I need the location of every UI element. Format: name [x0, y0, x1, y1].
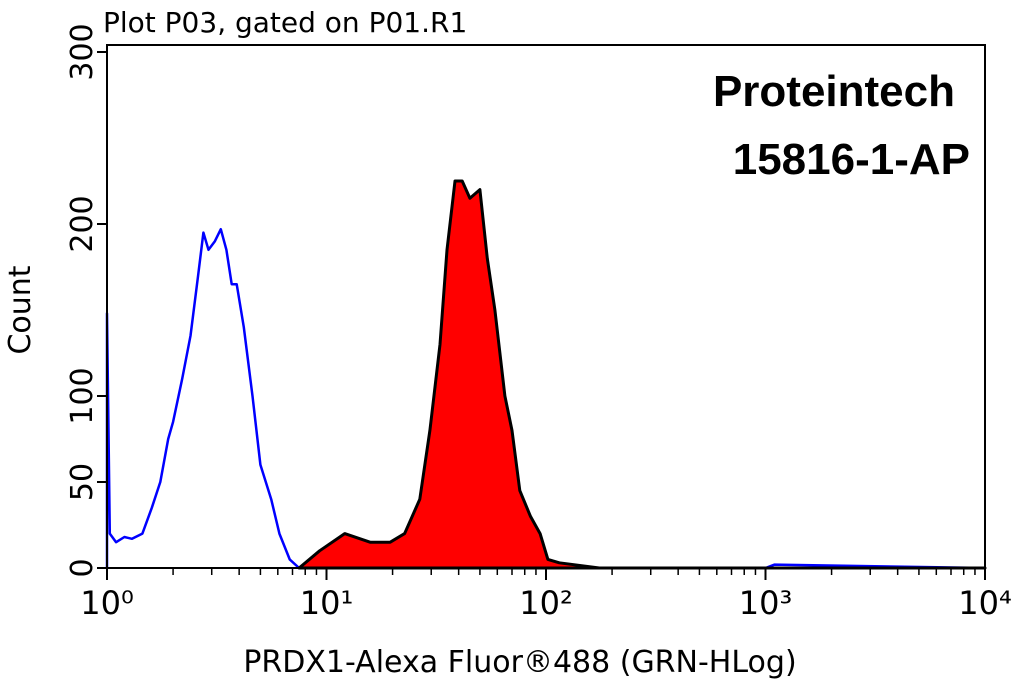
y-tick-label: 300	[65, 23, 100, 80]
x-tick-label: 10⁰	[80, 584, 134, 622]
y-tick-label: 0	[65, 558, 100, 577]
y-tick-label: 100	[65, 367, 100, 424]
plot-frame	[106, 44, 986, 569]
histogram-area	[297, 179, 987, 570]
y-axis-label: Count	[3, 265, 38, 354]
annotation: Proteintech	[713, 67, 955, 116]
x-tick-label: 10⁴	[958, 584, 1012, 622]
y-tick-label: 200	[65, 195, 100, 252]
x-axis-label: PRDX1-Alexa Fluor®488 (GRN-HLog)	[243, 645, 796, 680]
histogram-line	[105, 227, 986, 570]
x-tick-label: 10³	[739, 584, 793, 622]
chart-title: Plot P03, gated on P01.R1	[103, 6, 467, 39]
x-tick-label: 10²	[519, 584, 573, 622]
annotation: 15816-1-AP	[733, 135, 970, 184]
y-tick-label: 50	[65, 463, 100, 501]
x-tick-label: 10¹	[300, 584, 354, 622]
